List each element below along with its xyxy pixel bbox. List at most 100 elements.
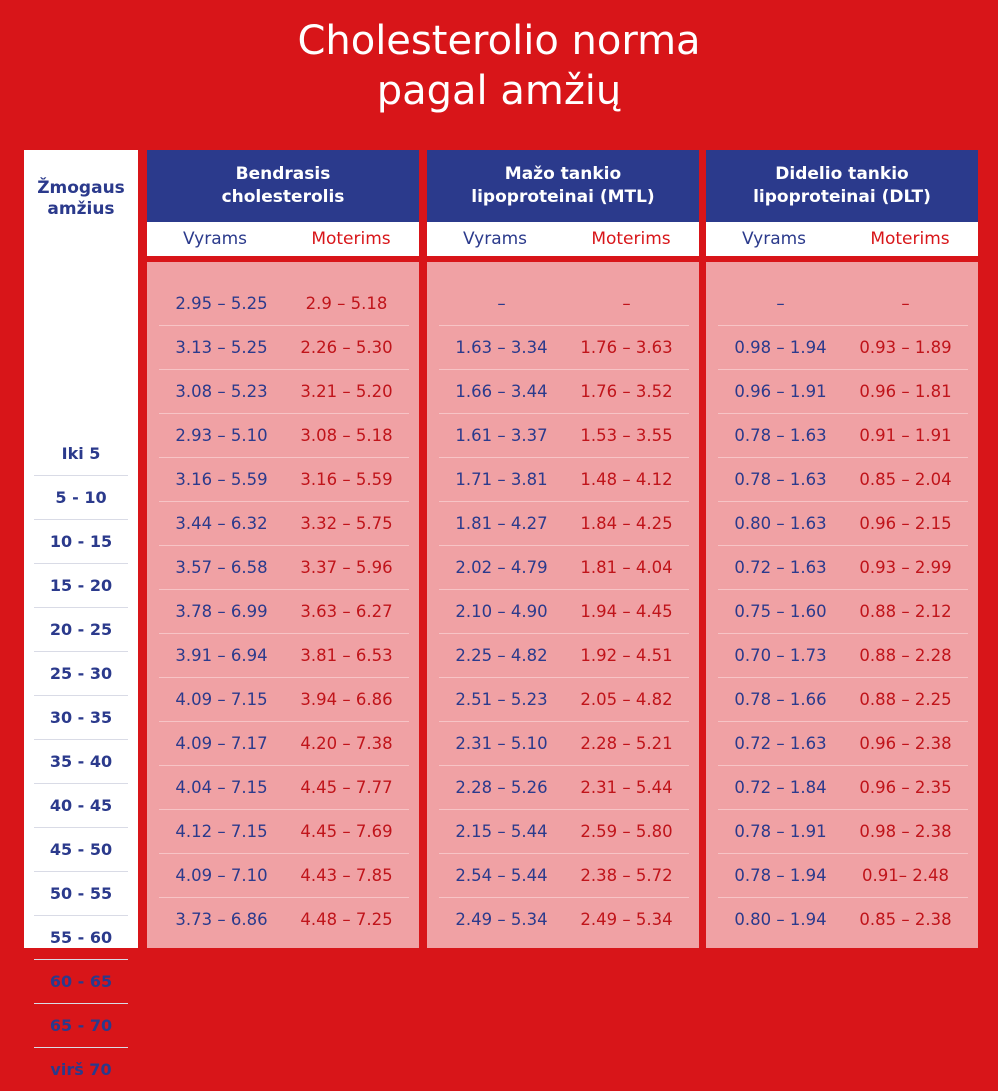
table-row: 3.13 – 5.25 2.26 – 5.30	[159, 325, 409, 369]
male-value: 0.78 – 1.94	[734, 866, 827, 885]
table-row: 0.78 – 1.91 0.98 – 2.38	[718, 809, 968, 853]
male-value: 2.10 – 4.90	[455, 602, 548, 621]
table-row: 2.15 – 5.44 2.59 – 5.80	[439, 809, 689, 853]
table-row: 0.96 – 1.91 0.96 – 1.81	[718, 369, 968, 413]
table-row: 1.81 – 4.27 1.84 – 4.25	[439, 501, 689, 545]
female-label: Moterims	[870, 229, 950, 249]
male-value: 1.81 – 4.27	[455, 514, 548, 533]
age-row: 35 - 40	[34, 739, 128, 783]
group-subheader: Vyrams Moterims	[427, 222, 699, 256]
table-row: 1.71 – 3.81 1.48 – 4.12	[439, 457, 689, 501]
table-row: 0.80 – 1.94 0.85 – 2.38	[718, 897, 968, 941]
female-value: 0.91– 2.48	[862, 866, 949, 885]
table-row: 4.04 – 7.15 4.45 – 7.77	[159, 765, 409, 809]
age-row: 25 - 30	[34, 651, 128, 695]
female-value: 0.91 – 1.91	[859, 426, 952, 445]
female-value: 3.94 – 6.86	[300, 690, 393, 709]
table-row: 3.08 – 5.23 3.21 – 5.20	[159, 369, 409, 413]
age-row: 60 - 65	[34, 959, 128, 1003]
group-rows: – –1.63 – 3.34 1.76 – 3.63 1.66 – 3.44 1.76 …	[439, 281, 689, 941]
table-row: 2.02 – 4.79 1.81 – 4.04	[439, 545, 689, 589]
female-value: 3.08 – 5.18	[300, 426, 393, 445]
male-value: 2.15 – 5.44	[455, 822, 548, 841]
female-value: 4.48 – 7.25	[300, 910, 393, 929]
male-value: 3.13 – 5.25	[175, 338, 268, 357]
table-row: 1.63 – 3.34 1.76 – 3.63	[439, 325, 689, 369]
female-value: 0.96 – 1.81	[859, 382, 952, 401]
group-header-line-2: cholesterolis	[221, 187, 345, 207]
female-value: 3.81 – 6.53	[300, 646, 393, 665]
female-value: 1.48 – 4.12	[580, 470, 673, 489]
female-value: 0.88 – 2.28	[859, 646, 952, 665]
table-row: 4.09 – 7.10 4.43 – 7.85	[159, 853, 409, 897]
male-value: 0.78 – 1.63	[734, 426, 827, 445]
age-row: 5 - 10	[34, 475, 128, 519]
male-value: 2.31 – 5.10	[455, 734, 548, 753]
female-value: –	[901, 293, 910, 313]
male-value: 0.98 – 1.94	[734, 338, 827, 357]
female-value: 3.63 – 6.27	[300, 602, 393, 621]
table-row: 4.09 – 7.17 4.20 – 7.38	[159, 721, 409, 765]
male-value: 3.16 – 5.59	[175, 470, 268, 489]
group-body: 2.95 – 5.25 2.9 – 5.18 3.13 – 5.25 2.26 – 5…	[147, 262, 419, 948]
table-row: 0.75 – 1.60 0.88 – 2.12	[718, 589, 968, 633]
female-value: 0.98 – 2.38	[859, 822, 952, 841]
age-row: 55 - 60	[34, 915, 128, 959]
male-value: 0.70 – 1.73	[734, 646, 827, 665]
table-row: 2.28 – 5.26 2.31 – 5.44	[439, 765, 689, 809]
title-line-1: Cholesterolio norma	[297, 18, 701, 64]
male-value: 0.72 – 1.63	[734, 734, 827, 753]
table-row: 3.44 – 6.32 3.32 – 5.75	[159, 501, 409, 545]
table-row: 3.73 – 6.86 4.48 – 7.25	[159, 897, 409, 941]
male-value: 1.66 – 3.44	[455, 382, 548, 401]
female-value: 3.16 – 5.59	[300, 470, 393, 489]
male-value: 0.75 – 1.60	[734, 602, 827, 621]
table-row: 1.66 – 3.44 1.76 – 3.52	[439, 369, 689, 413]
male-value: 0.78 – 1.63	[734, 470, 827, 489]
female-value: 2.28 – 5.21	[580, 734, 673, 753]
female-value: 3.37 – 5.96	[300, 558, 393, 577]
female-value: 4.45 – 7.69	[300, 822, 393, 841]
male-value: 2.49 – 5.34	[455, 910, 548, 929]
table-row: 3.91 – 6.94 3.81 – 6.53	[159, 633, 409, 677]
table-row: 2.10 – 4.90 1.94 – 4.45	[439, 589, 689, 633]
male-value: 2.51 – 5.23	[455, 690, 548, 709]
age-column: Žmogaus amžius Iki 5 5 - 10 10 - 15 15 - 20…	[24, 150, 138, 1079]
table-row: 0.80 – 1.63 0.96 – 2.15	[718, 501, 968, 545]
female-value: 0.88 – 2.25	[859, 690, 952, 709]
male-value: 3.57 – 6.58	[175, 558, 268, 577]
female-value: 0.88 – 2.12	[859, 602, 952, 621]
age-row: 20 - 25	[34, 607, 128, 651]
table-row: 3.78 – 6.99 3.63 – 6.27	[159, 589, 409, 633]
group-header-line-1: Didelio tankio	[775, 164, 909, 184]
female-value: 2.59 – 5.80	[580, 822, 673, 841]
male-value: 3.08 – 5.23	[175, 382, 268, 401]
male-value: 1.63 – 3.34	[455, 338, 548, 357]
female-value: 4.43 – 7.85	[300, 866, 393, 885]
group-rows: 2.95 – 5.25 2.9 – 5.18 3.13 – 5.25 2.26 – 5…	[159, 281, 409, 941]
male-value: 3.78 – 6.99	[175, 602, 268, 621]
male-value: 0.78 – 1.91	[734, 822, 827, 841]
male-value: 3.91 – 6.94	[175, 646, 268, 665]
male-value: 0.80 – 1.63	[734, 514, 827, 533]
male-value: 2.93 – 5.10	[175, 426, 268, 445]
group-ldl: Mažo tankio lipoproteinai (MTL) Vyrams Mote…	[427, 150, 699, 948]
table-row: 0.72 – 1.63 0.93 – 2.99	[718, 545, 968, 589]
age-row: Iki 5	[61, 443, 101, 463]
male-value: 4.09 – 7.10	[175, 866, 268, 885]
female-value: 0.93 – 1.89	[859, 338, 952, 357]
table-row: – –	[439, 281, 689, 325]
female-label: Moterims	[591, 229, 671, 249]
table-row: 2.54 – 5.44 2.38 – 5.72	[439, 853, 689, 897]
male-value: 2.95 – 5.25	[175, 293, 268, 313]
page-title: Cholesterolio norma pagal amžių	[0, 16, 998, 116]
female-value: 2.9 – 5.18	[305, 293, 388, 313]
table-row: 2.25 – 4.82 1.92 – 4.51	[439, 633, 689, 677]
table-row: 0.78 – 1.63 0.85 – 2.04	[718, 457, 968, 501]
female-label: Moterims	[311, 229, 391, 249]
age-header-line-1: Žmogaus	[37, 178, 125, 198]
table-row: 3.57 – 6.58 3.37 – 5.96	[159, 545, 409, 589]
table-row: 2.93 – 5.10 3.08 – 5.18	[159, 413, 409, 457]
female-value: 1.92 – 4.51	[580, 646, 673, 665]
male-value: 3.44 – 6.32	[175, 514, 268, 533]
